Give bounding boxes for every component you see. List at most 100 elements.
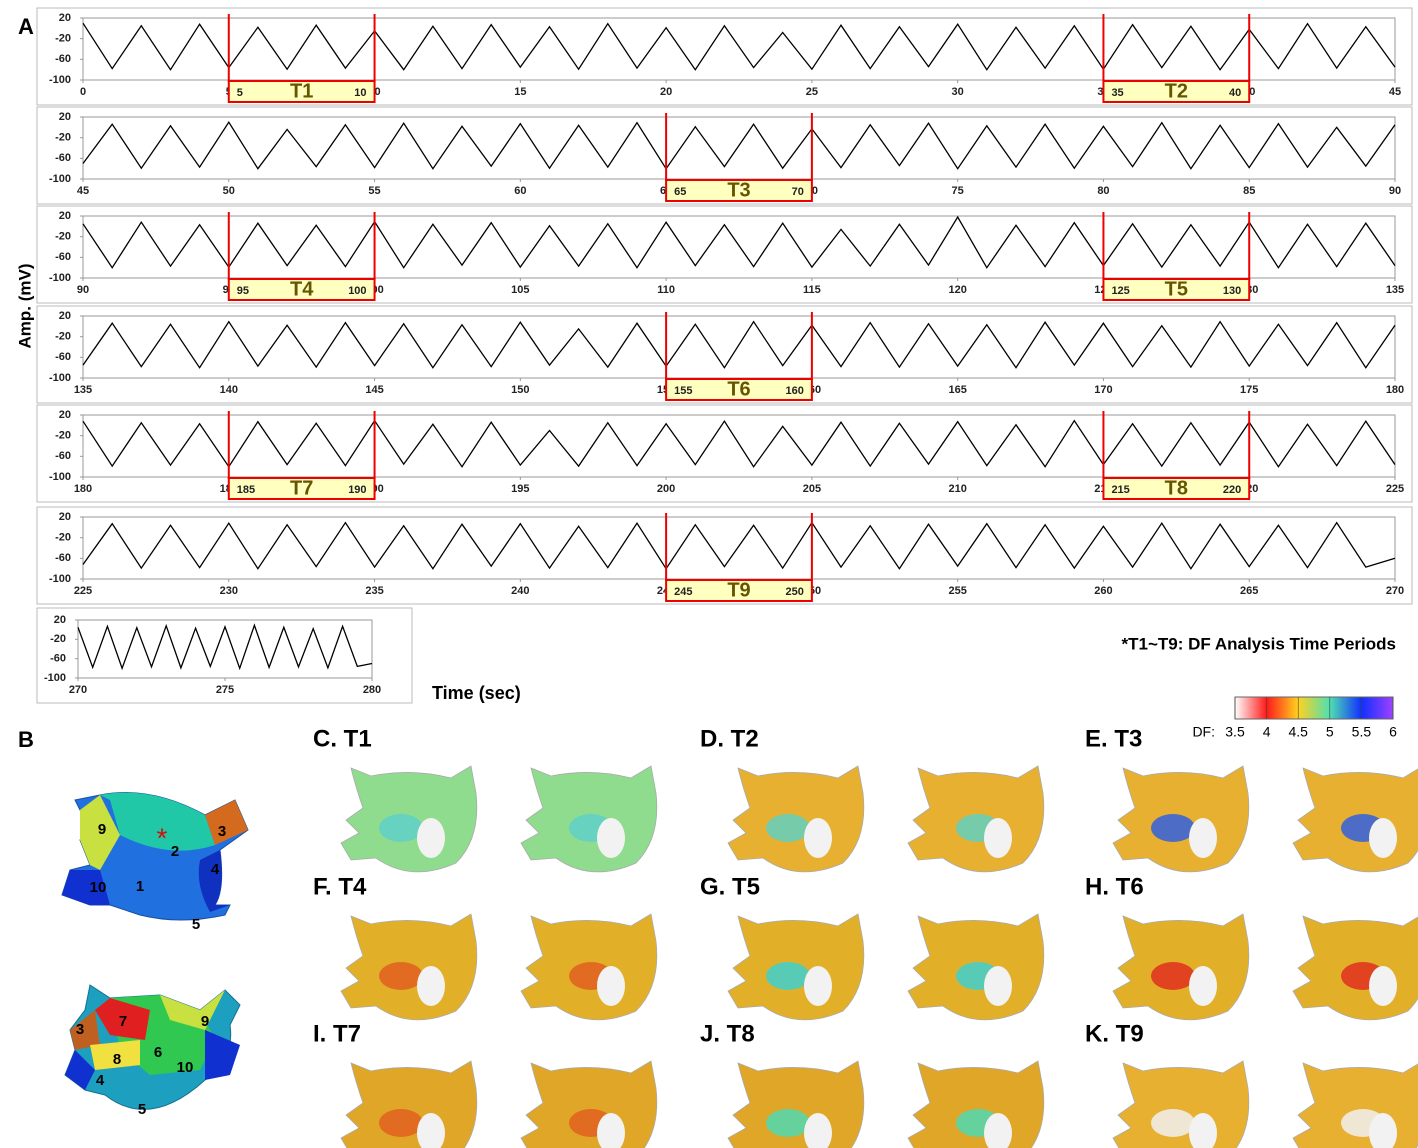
map-patch	[417, 966, 445, 1006]
page: {"chart_data": [ {"type": "line", "xlim"…	[0, 0, 1418, 1148]
map-patch	[1369, 966, 1397, 1006]
map-patch	[379, 814, 423, 842]
x-tick-label: 15	[514, 86, 526, 98]
map-patch	[766, 814, 810, 842]
x-tick-label: 115	[803, 284, 821, 296]
x-tick-label: 90	[77, 284, 89, 296]
map-title: K. T9	[1085, 1020, 1144, 1047]
period-start-label: 185	[237, 484, 255, 496]
map-patch	[379, 962, 423, 990]
y-tick-label: -20	[55, 532, 71, 544]
segment-label: 4	[211, 861, 220, 878]
map-title: J. T8	[700, 1020, 755, 1047]
y-tick-label: -100	[49, 471, 71, 483]
y-tick-label: 20	[59, 210, 71, 222]
y-tick-label: -100	[49, 272, 71, 284]
x-tick-label: 230	[220, 585, 238, 597]
x-tick-label: 280	[363, 684, 381, 696]
x-tick-label: 270	[69, 684, 87, 696]
y-tick-label: 20	[54, 614, 66, 626]
x-tick-label: 20	[660, 86, 672, 98]
marker: *	[157, 822, 168, 853]
map-patch	[1151, 814, 1195, 842]
y-tick-label: -60	[55, 351, 71, 363]
y-tick-label: -100	[49, 573, 71, 585]
x-tick-label: 25	[806, 86, 818, 98]
panel-label: B	[18, 727, 34, 752]
x-tick-label: 225	[74, 585, 92, 597]
y-tick-label: -60	[55, 450, 71, 462]
x-tick-label: 0	[80, 86, 86, 98]
segment-label: 8	[113, 1051, 121, 1068]
figure: A Amp. (mV) Time (sec) *T1~T9: DF Analys…	[0, 0, 1418, 1148]
x-tick-label: 110	[657, 284, 675, 296]
x-tick-label: 85	[1243, 185, 1255, 197]
period-start-label: 5	[237, 87, 243, 99]
x-tick-label: 195	[511, 483, 529, 495]
y-tick-label: -60	[55, 53, 71, 65]
period-start-label: 245	[674, 586, 692, 598]
y-tick-label: 20	[59, 12, 71, 24]
period-end-label: 100	[348, 285, 366, 297]
x-tick-label: 270	[1386, 585, 1404, 597]
x-tick-label: 165	[948, 384, 966, 396]
x-tick-label: 225	[1386, 483, 1404, 495]
x-tick-label: 150	[511, 384, 529, 396]
colorbar-tick-label: 6	[1389, 724, 1397, 740]
map-title: E. T3	[1085, 725, 1142, 752]
panel-label: A	[18, 14, 34, 39]
map-title: I. T7	[313, 1020, 361, 1047]
colorbar-label: DF:	[1192, 724, 1215, 740]
colorbar-tick-label: 5	[1326, 724, 1334, 740]
colorbar-tick-label: 4	[1263, 724, 1271, 740]
x-tick-label: 140	[220, 384, 238, 396]
x-tick-label: 275	[216, 684, 234, 696]
x-tick-label: 175	[1240, 384, 1258, 396]
y-tick-label: 20	[59, 409, 71, 421]
period-name: T3	[727, 179, 750, 201]
x-tick-label: 105	[511, 284, 529, 296]
x-tick-label: 75	[952, 185, 964, 197]
atrium-bottom	[65, 985, 240, 1109]
x-tick-label: 180	[1386, 384, 1404, 396]
y-axis-label: Amp. (mV)	[15, 264, 34, 349]
x-tick-label: 55	[368, 185, 380, 197]
y-tick-label: -60	[55, 552, 71, 564]
x-tick-label: 45	[77, 185, 89, 197]
colorbar-tick-label: 5.5	[1352, 724, 1372, 740]
x-tick-label: 50	[223, 185, 235, 197]
map-patch	[1189, 818, 1217, 858]
note: *T1~T9: DF Analysis Time Periods	[1122, 634, 1396, 653]
map-title: D. T2	[700, 725, 759, 752]
period-name: T6	[727, 378, 750, 400]
map-title: F. T4	[313, 873, 367, 900]
map-patch	[417, 818, 445, 858]
map-patch	[1151, 1109, 1195, 1137]
period-start-label: 35	[1111, 87, 1123, 99]
x-tick-label: 180	[74, 483, 92, 495]
x-tick-label: 235	[365, 585, 383, 597]
period-start-label: 95	[237, 285, 249, 297]
x-tick-label: 135	[74, 384, 92, 396]
y-tick-label: -100	[49, 74, 71, 86]
period-name: T9	[727, 579, 750, 601]
y-tick-label: 20	[59, 511, 71, 523]
map-patch	[597, 818, 625, 858]
map-title: H. T6	[1085, 873, 1144, 900]
map-patch	[379, 1109, 423, 1137]
period-start-label: 65	[674, 186, 686, 198]
x-tick-label: 135	[1386, 284, 1404, 296]
map-title: C. T1	[313, 725, 372, 752]
segment-label: 3	[218, 823, 226, 840]
colorbar-tick-label: 3.5	[1225, 724, 1245, 740]
period-end-label: 70	[792, 186, 804, 198]
segment-label: 10	[177, 1059, 194, 1076]
segment-label: 3	[76, 1021, 84, 1038]
x-tick-label: 90	[1389, 185, 1401, 197]
period-name: T1	[290, 80, 313, 102]
x-tick-label: 200	[657, 483, 675, 495]
map-patch	[804, 966, 832, 1006]
y-tick-label: -20	[55, 331, 71, 343]
segment-region	[205, 1030, 240, 1080]
segment-label: 1	[136, 878, 144, 895]
